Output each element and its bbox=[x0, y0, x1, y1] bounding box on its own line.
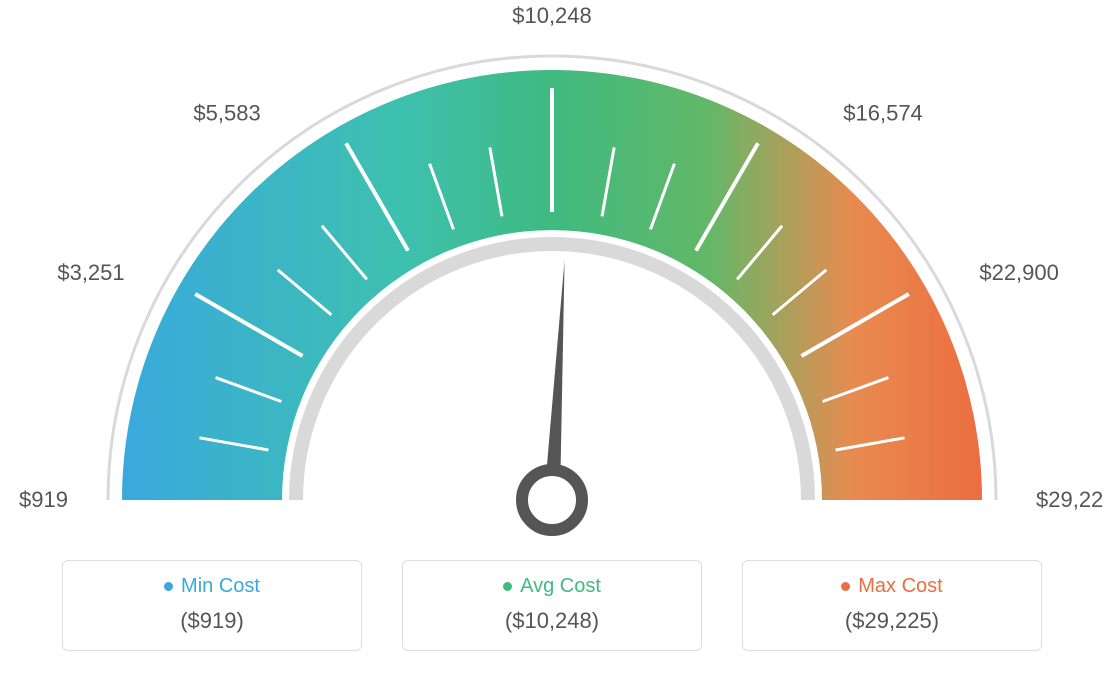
legend-title-max: Max Cost bbox=[753, 575, 1031, 598]
legend-title-label: Max Cost bbox=[858, 575, 942, 598]
legend-title-label: Avg Cost bbox=[520, 575, 601, 598]
legend-value-max: ($29,225) bbox=[753, 608, 1031, 634]
gauge-tick-label: $29,225 bbox=[1036, 487, 1104, 512]
gauge-tick-label: $16,574 bbox=[843, 100, 923, 125]
gauge-needle-hub bbox=[522, 470, 582, 530]
legend-dot-icon bbox=[164, 582, 173, 591]
legend-dot-icon bbox=[841, 582, 850, 591]
legend-card-max: Max Cost ($29,225) bbox=[742, 560, 1042, 651]
gauge-chart: $919 $3,251 $5,583 $10,248 $16,574 $22,900 $29… bbox=[0, 0, 1104, 560]
legend-card-min: Min Cost ($919) bbox=[62, 560, 362, 651]
legend-dot-icon bbox=[503, 582, 512, 591]
legend-value-avg: ($10,248) bbox=[413, 608, 691, 634]
legend-title-avg: Avg Cost bbox=[413, 575, 691, 598]
legend-title-min: Min Cost bbox=[73, 575, 351, 598]
gauge-tick-label: $3,251 bbox=[57, 260, 124, 285]
legend-card-avg: Avg Cost ($10,248) bbox=[402, 560, 702, 651]
legend-value-min: ($919) bbox=[73, 608, 351, 634]
gauge-tick-label: $22,900 bbox=[979, 260, 1059, 285]
gauge-tick-label: $5,583 bbox=[193, 100, 260, 125]
gauge-tick-label: $10,248 bbox=[512, 3, 592, 28]
gauge-tick-label: $919 bbox=[19, 487, 68, 512]
legend-title-label: Min Cost bbox=[181, 575, 260, 598]
legend-row: Min Cost ($919) Avg Cost ($10,248) Max Cost (… bbox=[0, 560, 1104, 651]
